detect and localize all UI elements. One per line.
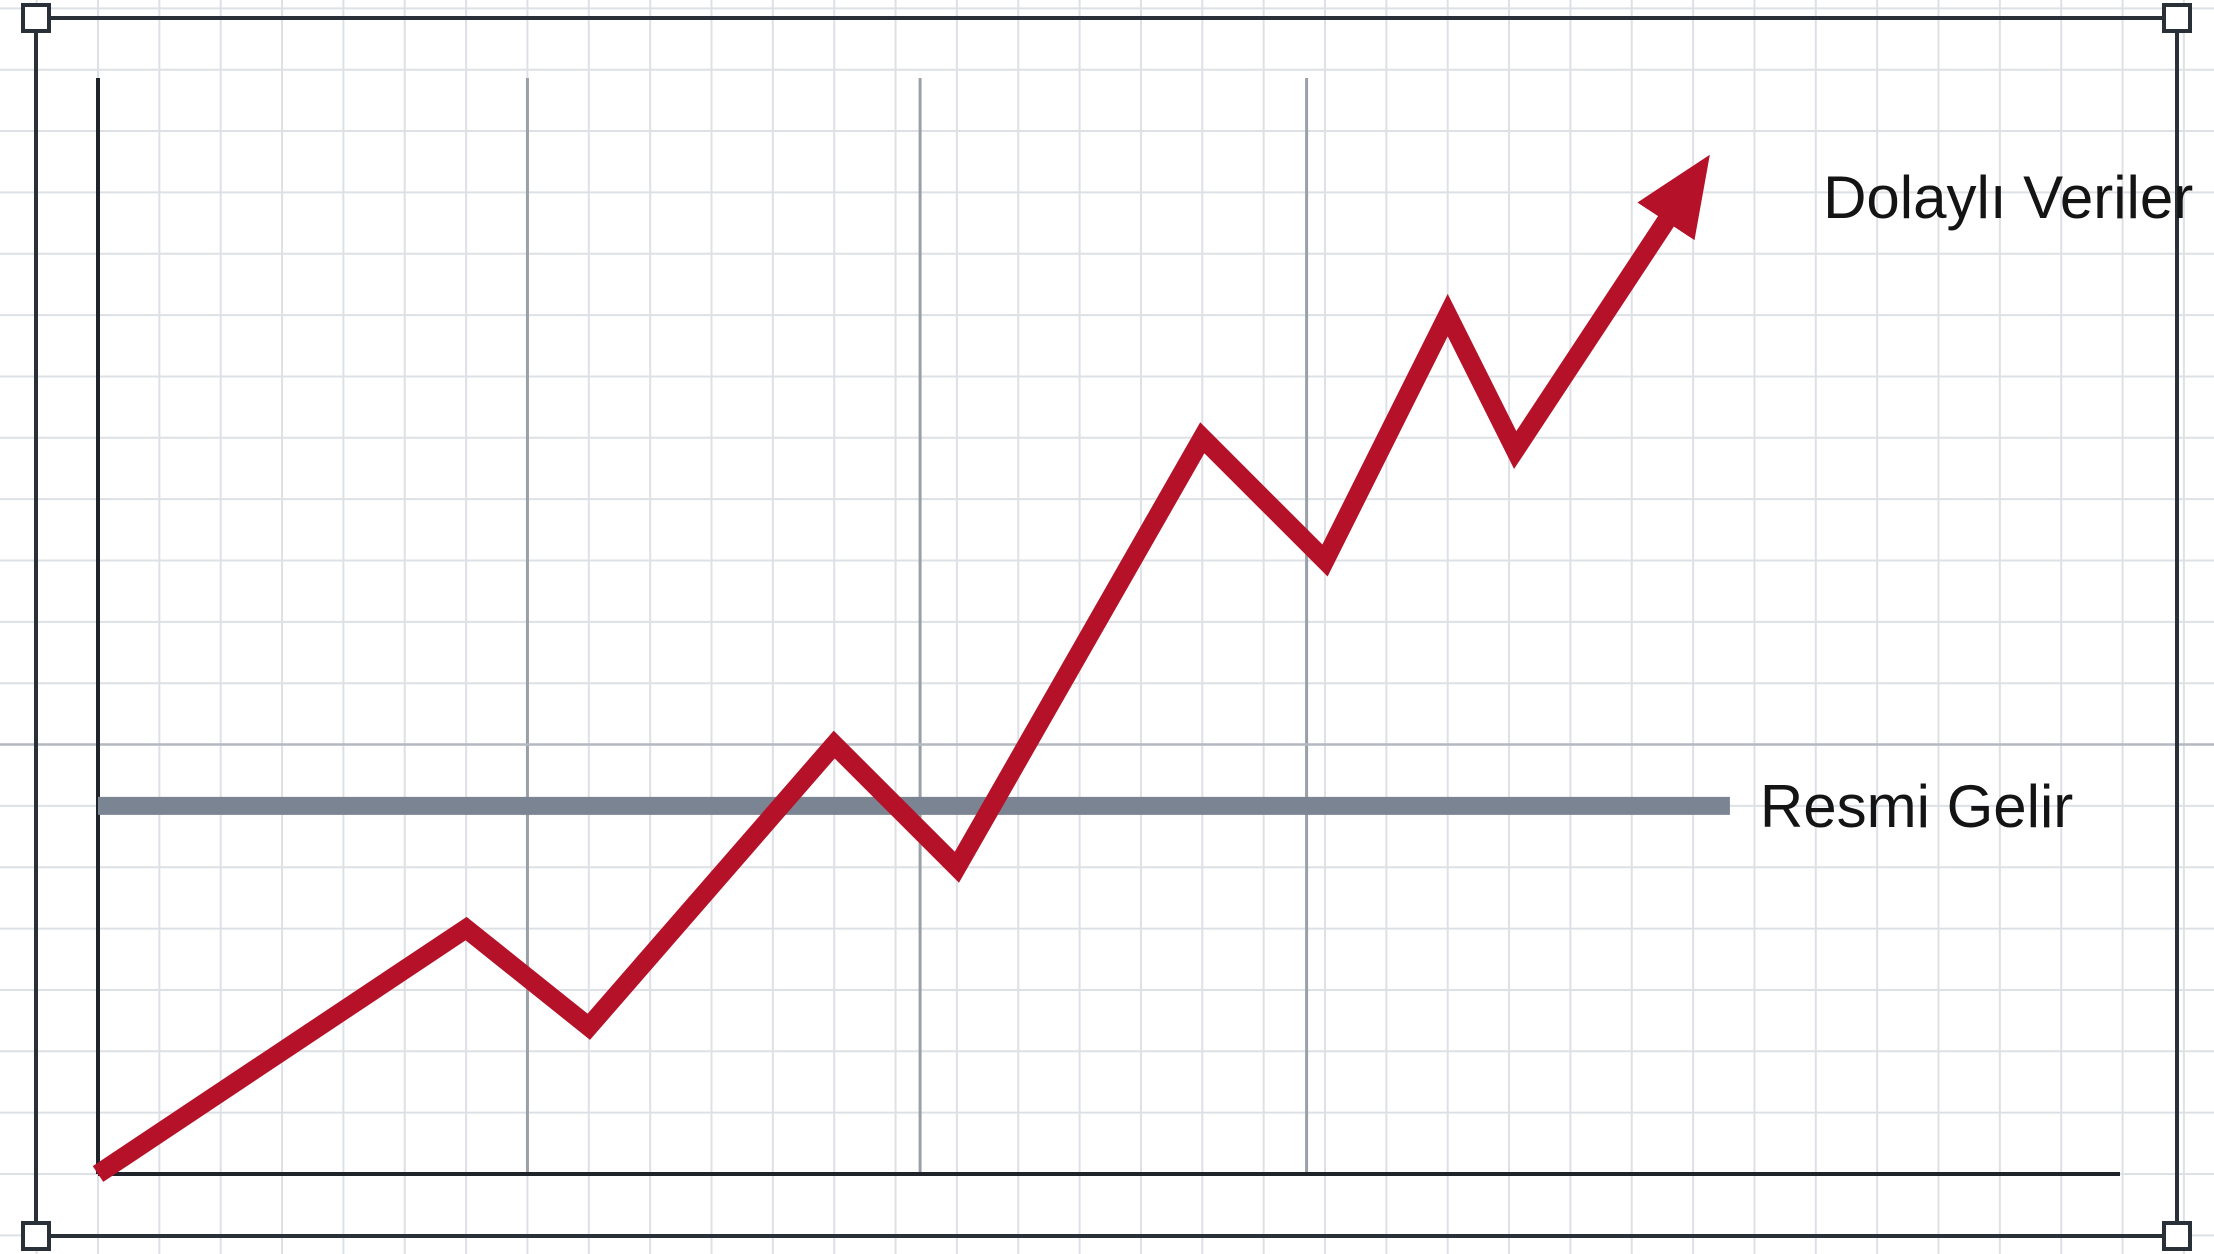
data-point — [1324, 560, 1326, 562]
resize-handle[interactable] — [2162, 1221, 2192, 1251]
resize-handle[interactable] — [21, 3, 51, 33]
data-point — [956, 866, 958, 868]
series-labels: Resmi Gelir Dolaylı Veriler — [1760, 164, 2193, 840]
data-point — [97, 1173, 99, 1175]
series-label-official-income: Resmi Gelir — [1760, 773, 2073, 840]
data-point — [465, 928, 467, 930]
series-label-indirect-data: Dolaylı Veriler — [1823, 164, 2193, 231]
data-point — [1514, 449, 1516, 451]
data-point — [1447, 314, 1449, 316]
data-point — [588, 1026, 590, 1028]
selection-frame[interactable] — [34, 16, 2179, 1238]
resize-handle[interactable] — [2162, 3, 2192, 33]
data-point — [833, 744, 835, 746]
data-point — [1201, 437, 1203, 439]
major-grid — [0, 78, 2214, 1174]
resize-handles[interactable] — [21, 3, 2192, 1251]
series-line-indirect-data — [92, 154, 1710, 1182]
series-layer — [92, 154, 1730, 1182]
resize-handle[interactable] — [21, 1221, 51, 1251]
